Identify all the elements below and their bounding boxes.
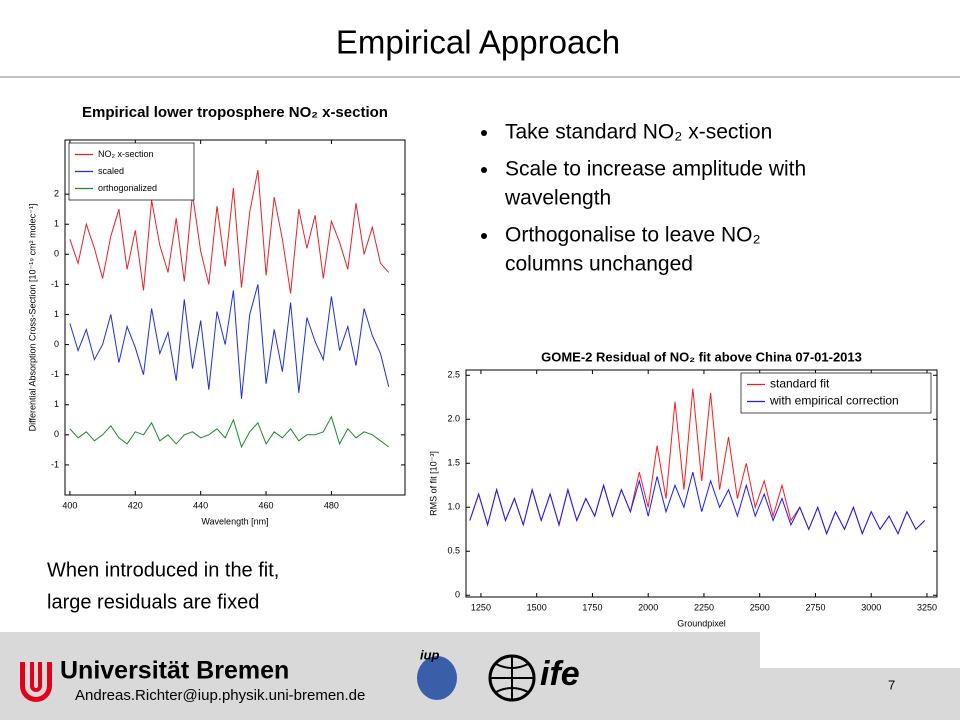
bullet-text: Orthogonalise to leave NO₂ — [505, 224, 761, 247]
uni-logo-mark — [20, 662, 52, 702]
ife-logo-mark — [490, 656, 534, 700]
x-tick-label: 2250 — [694, 602, 714, 612]
plot-frame — [465, 369, 938, 598]
charts: Empirical lower troposphere NO₂ x-sectio… — [27, 100, 950, 632]
x-tick-label: 2000 — [638, 602, 658, 612]
bullet-dot — [481, 130, 487, 136]
legend-label: standard fit — [770, 377, 830, 391]
uni-logo: Universität Bremen — [20, 657, 289, 702]
y-tick-label: 0 — [54, 249, 59, 259]
y-tick-label: 0 — [54, 339, 59, 349]
y-tick-label: 2.5 — [447, 370, 460, 380]
series-line — [69, 415, 389, 449]
iup-logo: iup — [417, 647, 457, 700]
legend-box — [740, 372, 932, 414]
y-tick-label: 0 — [54, 429, 59, 439]
bullet-dot — [481, 167, 487, 173]
footer-email: Andreas.Richter@iup.physik.uni-bremen.de — [75, 687, 365, 704]
chart-title: Empirical lower troposphere NO₂ x-sectio… — [82, 104, 388, 121]
series-line — [69, 170, 390, 294]
y-tick-label: -1 — [51, 369, 59, 379]
y-axis-label: Differential Absorption Cross-Section [1… — [27, 204, 37, 432]
iup-logo-text: iup — [420, 647, 440, 662]
x-tick-label: 440 — [193, 500, 208, 510]
bullet-text: Take standard NO₂ x-section — [505, 121, 772, 144]
bullet-dot — [481, 233, 487, 239]
university-name: Universität Bremen — [60, 657, 289, 685]
plot-area — [469, 388, 926, 536]
x-tick-label: 1500 — [527, 602, 547, 612]
page-number: 7 — [888, 677, 895, 692]
uni-logo-mark — [30, 662, 42, 692]
slide-title: Empirical Approach — [336, 24, 620, 61]
x-tick-label: 2750 — [805, 602, 825, 612]
plot-area — [69, 170, 390, 449]
y-tick-label: 0.5 — [447, 546, 460, 556]
y-tick-label: 0 — [455, 590, 460, 600]
y-tick-label: 1.5 — [447, 458, 460, 468]
iup-logo-mark — [417, 656, 457, 700]
x-axis-label: Groundpixel — [677, 618, 726, 628]
y-tick-label: 2.0 — [447, 414, 460, 424]
x-tick-label: 2500 — [750, 602, 770, 612]
caption: When introduced in the fit, large residua… — [47, 559, 279, 613]
bullet-text: wavelength — [504, 187, 611, 210]
x-tick-label: 420 — [128, 500, 143, 510]
ife-logo-text: ife — [540, 655, 580, 693]
x-tick-label: 1250 — [471, 602, 491, 612]
y-tick-label: 1 — [54, 399, 59, 409]
x-tick-label: 480 — [324, 500, 339, 510]
footer-notch — [760, 632, 960, 668]
plot-frame — [64, 139, 406, 496]
x-tick-label: 460 — [259, 500, 274, 510]
chart: Empirical lower troposphere NO₂ x-sectio… — [27, 100, 415, 530]
y-axis-label: RMS of fit [10⁻³] — [428, 451, 438, 516]
legend-label: NO₂ x-section — [98, 149, 154, 159]
x-tick-label: 3250 — [917, 602, 937, 612]
y-tick-label: 1 — [54, 309, 59, 319]
y-tick-label: 1.0 — [447, 502, 460, 512]
x-tick-label: 400 — [62, 500, 77, 510]
y-tick-label: -1 — [51, 459, 59, 469]
legend-label: orthogonalized — [98, 183, 157, 193]
chart-title: GOME-2 Residual of NO₂ fit above China 0… — [541, 349, 862, 364]
bullet-text: Scale to increase amplitude with — [505, 158, 806, 181]
y-tick-label: 2 — [54, 189, 59, 199]
y-tick-label: 1 — [54, 219, 59, 229]
x-axis-label: Wavelength [nm] — [201, 516, 268, 526]
legend-label: with empirical correction — [769, 394, 899, 408]
caption-line: large residuals are fixed — [47, 591, 259, 613]
series-line — [469, 471, 926, 536]
x-tick-label: 3000 — [861, 602, 881, 612]
bullet-text: columns unchanged — [505, 253, 693, 276]
chart: GOME-2 Residual of NO₂ fit above China 0… — [428, 342, 950, 632]
caption-line: When introduced in the fit, — [47, 559, 279, 581]
y-tick-label: -1 — [51, 279, 59, 289]
ife-logo: ife — [488, 654, 580, 702]
legend-label: scaled — [98, 166, 124, 176]
x-tick-label: 1750 — [582, 602, 602, 612]
series-line — [69, 284, 390, 399]
bullet-list: Take standard NO₂ x-section Scale to incr… — [481, 121, 806, 276]
